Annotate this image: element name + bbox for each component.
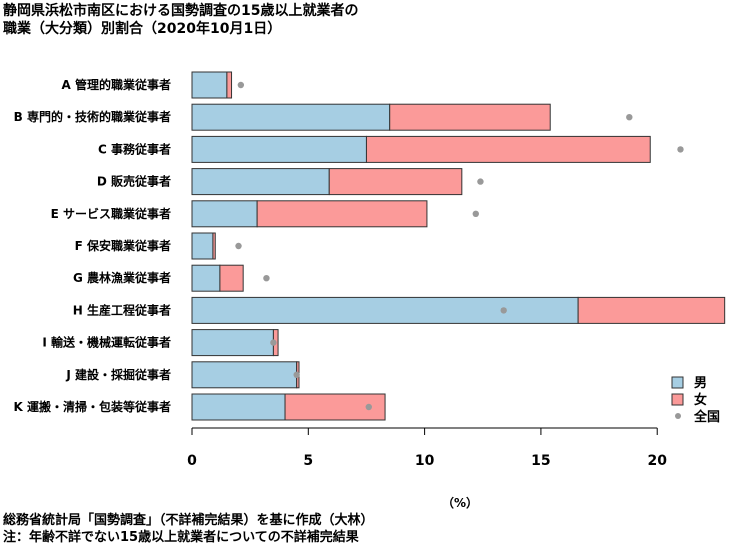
reference-point	[293, 371, 300, 378]
bar-male	[191, 103, 391, 131]
title-line-2: 職業（大分類）別割合（2020年10月1日）	[3, 21, 282, 37]
footnote: 注：年齢不詳でない15歳以上就業者についての不詳補完結果	[3, 530, 359, 545]
category-label: H 生産工程従事者	[73, 302, 171, 317]
bar-male	[191, 264, 221, 292]
x-tick-label: 5	[303, 453, 313, 469]
category-label: B 専門的・技術的職業従事者	[14, 109, 171, 124]
x-tick-label: 20	[647, 453, 667, 469]
bar-male	[191, 232, 214, 260]
category-label: C 事務従事者	[98, 141, 171, 156]
legend-label: 女	[694, 392, 707, 408]
bar-female	[226, 71, 233, 99]
category-label: G 農林漁業従事者	[73, 270, 171, 285]
title-line-1: 静岡県浜松市南区における国勢調査の15歳以上就業者の	[3, 3, 359, 19]
reference-point	[237, 81, 245, 89]
bar-female	[365, 135, 651, 163]
bar-female	[256, 200, 428, 228]
reference-point	[270, 339, 277, 346]
reference-point	[626, 114, 633, 121]
bar-male	[191, 71, 228, 99]
category-label: F 保安職業従事者	[75, 238, 171, 253]
legend-label: 全国	[693, 409, 720, 425]
reference-point	[677, 146, 684, 153]
reference-point	[365, 403, 372, 411]
bar-female	[389, 103, 551, 131]
bar-male	[191, 135, 367, 163]
reference-point	[500, 307, 507, 314]
bar-male	[191, 200, 258, 228]
category-label: D 販売従事者	[97, 174, 171, 189]
x-tick-label: 0	[187, 453, 197, 469]
reference-point	[477, 178, 484, 185]
category-label: A 管理的職業従事者	[62, 77, 171, 92]
bar-female	[328, 168, 463, 196]
category-label: I 輸送・機械運転従事者	[42, 335, 171, 350]
x-tick-label: 15	[531, 453, 550, 469]
legend-swatch-male	[671, 376, 684, 389]
bar-female	[219, 264, 244, 292]
legend-marker-national	[675, 413, 681, 419]
x-axis-label: （%）	[442, 495, 478, 510]
source-note: 総務省統計局「国勢調査」（不詳補完結果）を基に作成（大林）	[3, 513, 374, 528]
bar-male	[191, 296, 579, 324]
bar-male	[191, 361, 298, 389]
bar-male	[191, 393, 286, 421]
category-label: J 建設・採掘従事者	[65, 367, 171, 382]
reference-point	[263, 275, 270, 282]
bar-male	[191, 329, 274, 357]
bar-male	[191, 168, 330, 196]
x-tick-label: 10	[415, 453, 435, 469]
reference-point	[472, 210, 479, 217]
bar-female	[212, 232, 216, 260]
legend-swatch-female	[671, 393, 684, 406]
chart-title: 静岡県浜松市南区における国勢調査の15歳以上就業者の 職業（大分類）別割合（20…	[3, 2, 358, 38]
reference-point	[235, 242, 242, 250]
legend-label: 男	[694, 376, 707, 391]
category-label: K 運搬・清掃・包装等従事者	[14, 399, 171, 414]
category-label: E サービス職業従事者	[51, 206, 171, 221]
bar-female	[577, 296, 726, 324]
